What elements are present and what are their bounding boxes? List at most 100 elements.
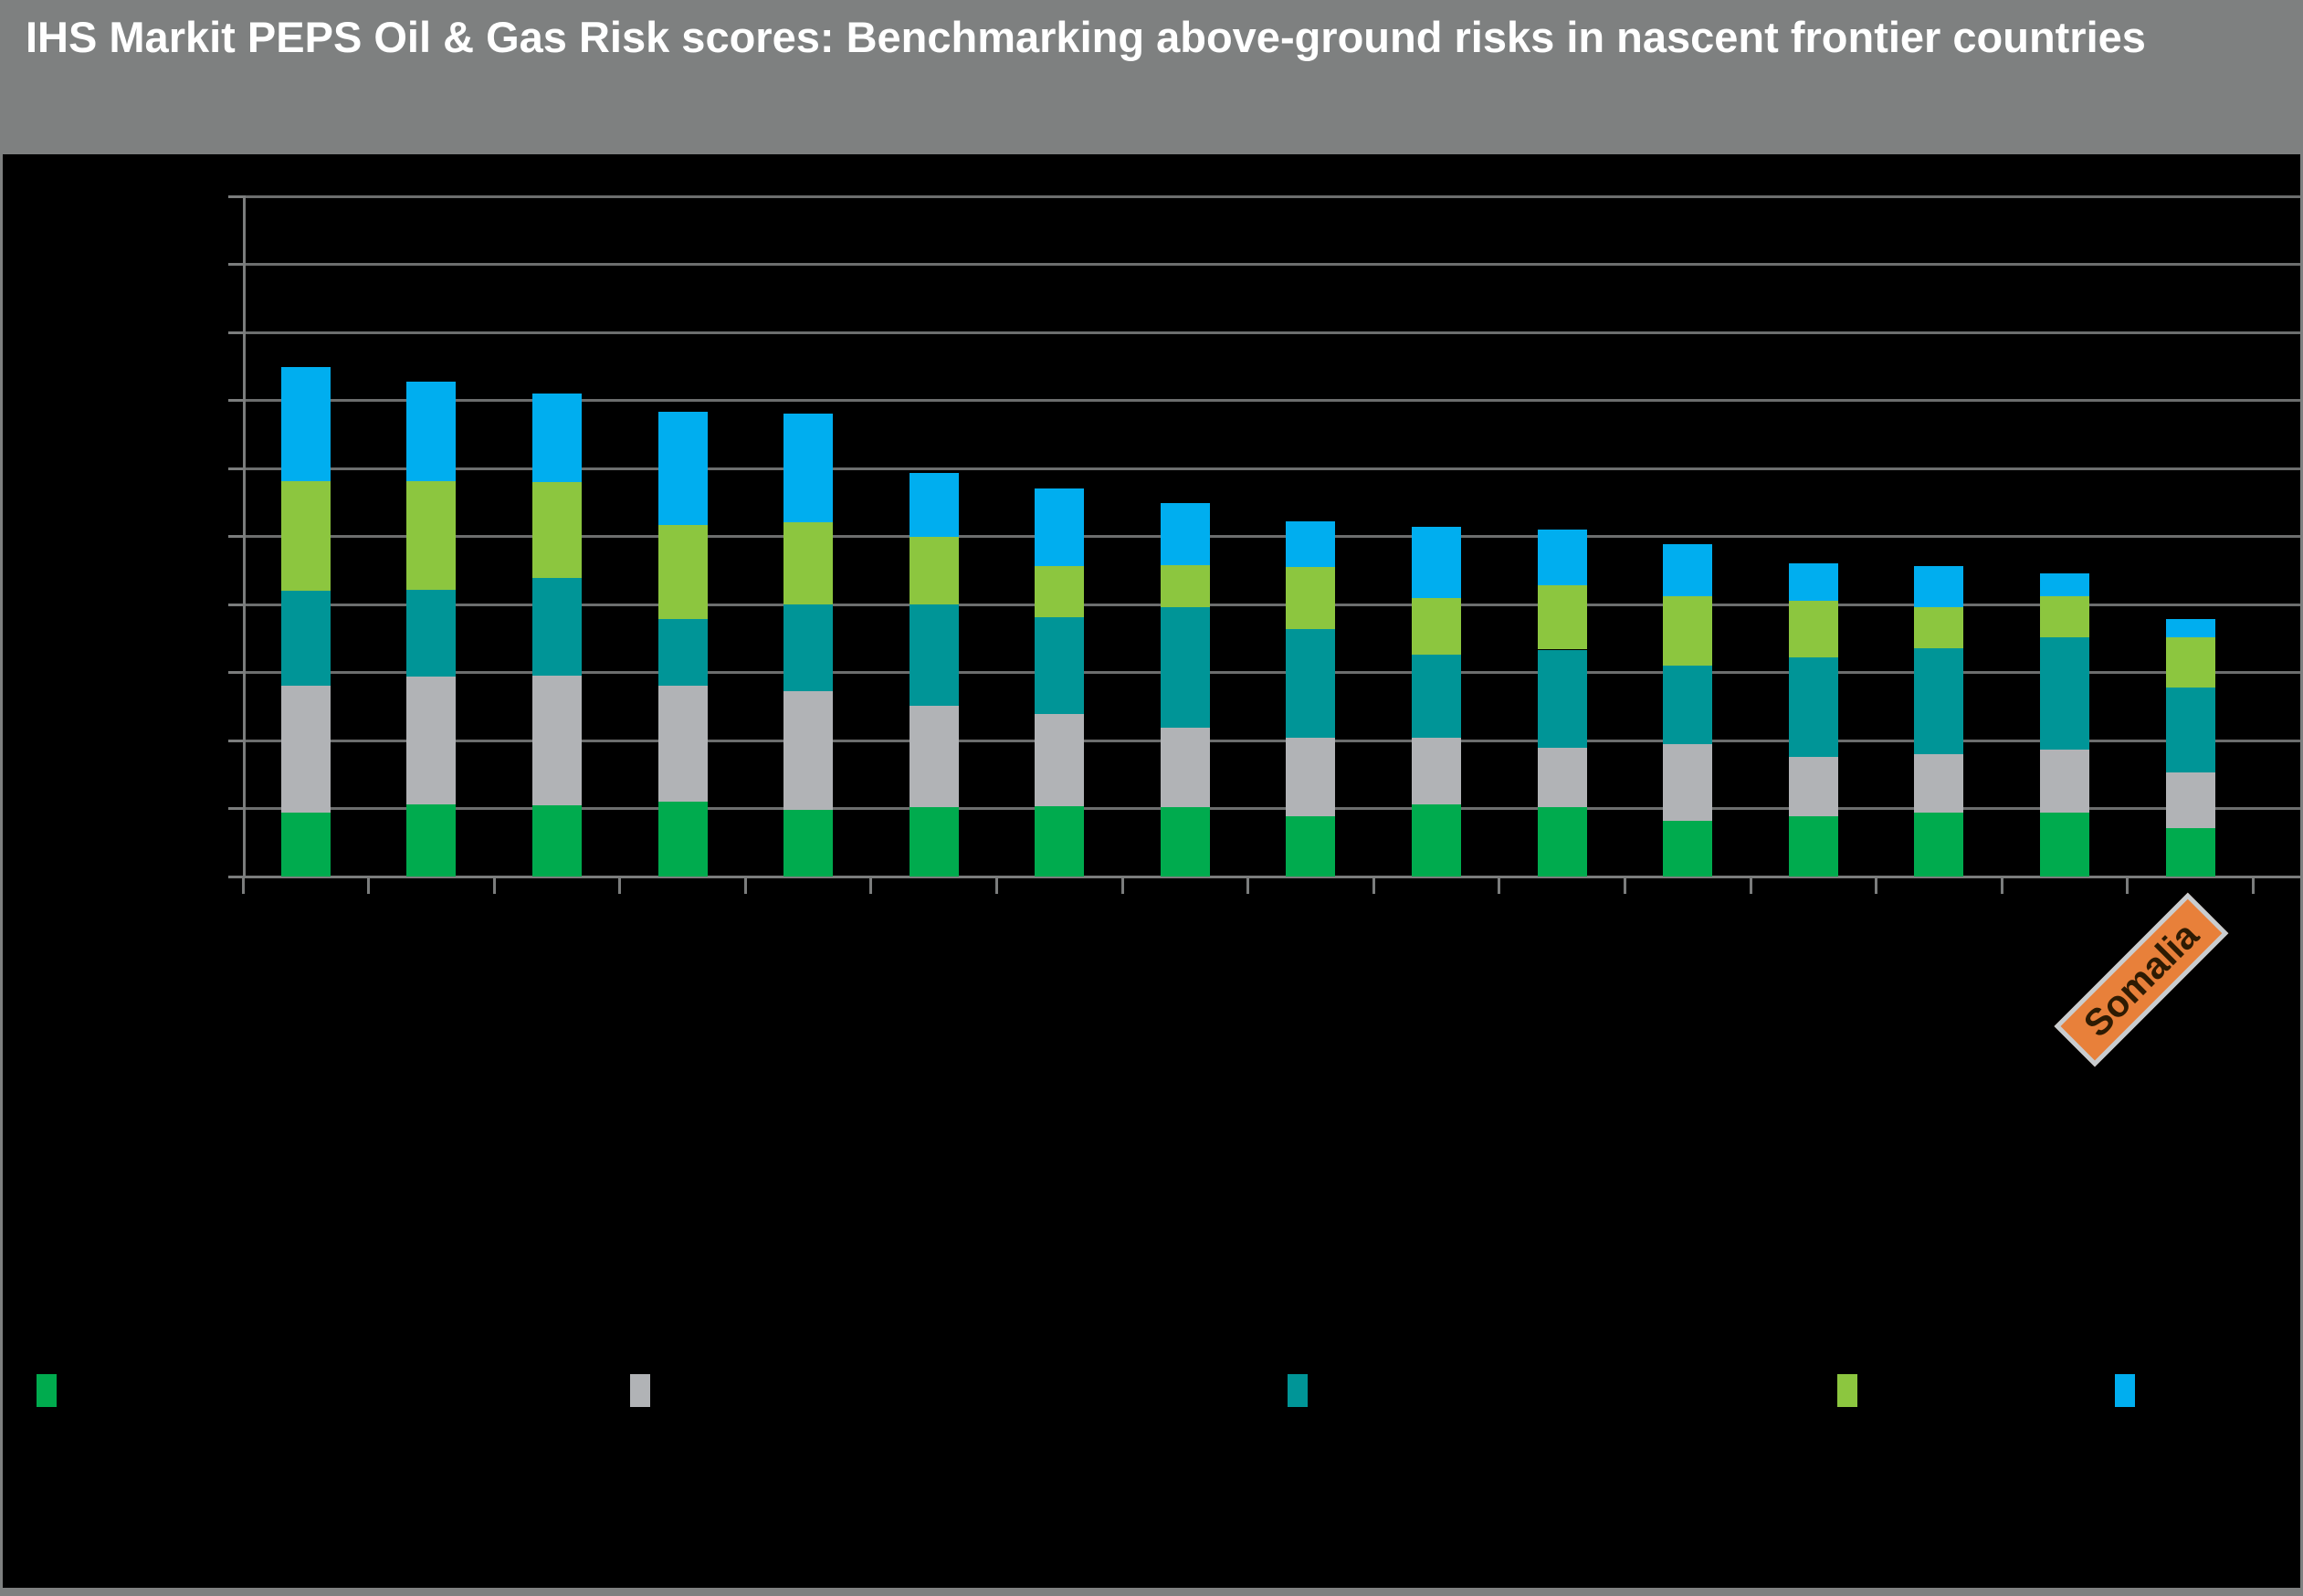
bar-segment-gray-segment[interactable] bbox=[1537, 747, 1587, 808]
bar-segment-blue-segment[interactable] bbox=[1412, 526, 1462, 598]
x-axis-tick bbox=[1498, 877, 1501, 894]
x-axis-tick bbox=[995, 877, 999, 894]
bar-segment-teal-segment[interactable] bbox=[406, 589, 457, 677]
bar-segment-gray-segment[interactable] bbox=[280, 686, 331, 813]
x-axis-tick bbox=[1623, 877, 1626, 894]
bar-segment-green-segment[interactable] bbox=[280, 812, 331, 877]
bar-segment-gray-segment[interactable] bbox=[406, 677, 457, 805]
legend-swatch[interactable] bbox=[2115, 1374, 2135, 1407]
bar-segment-blue-segment[interactable] bbox=[1286, 521, 1336, 567]
bar-segment-teal-segment[interactable] bbox=[1663, 666, 1713, 745]
bar-segment-green-segment[interactable] bbox=[1788, 816, 1838, 877]
bar-segment-blue-segment[interactable] bbox=[1663, 543, 1713, 596]
bar-segment-green-segment[interactable] bbox=[1412, 803, 1462, 877]
bar-segment-light-green-segment[interactable] bbox=[280, 480, 331, 592]
bar-segment-light-green-segment[interactable] bbox=[1286, 566, 1336, 630]
header-bar: IHS Markit PEPS Oil & Gas Risk scores: B… bbox=[0, 0, 2303, 154]
bar-segment-gray-segment[interactable] bbox=[531, 675, 582, 806]
bar-segment-blue-segment[interactable] bbox=[531, 394, 582, 483]
bar-segment-light-green-segment[interactable] bbox=[657, 525, 708, 619]
bar-segment-blue-segment[interactable] bbox=[783, 413, 834, 523]
bar-segment-gray-segment[interactable] bbox=[1914, 753, 1964, 814]
bar-segment-light-green-segment[interactable] bbox=[1412, 597, 1462, 655]
x-axis-line bbox=[243, 876, 2303, 878]
bar-segment-teal-segment[interactable] bbox=[2040, 637, 2090, 751]
bar-segment-gray-segment[interactable] bbox=[1788, 757, 1838, 817]
bar-segment-blue-segment[interactable] bbox=[1035, 488, 1085, 566]
bar-segment-gray-segment[interactable] bbox=[1160, 728, 1210, 807]
bar-segment-teal-segment[interactable] bbox=[1914, 648, 1964, 754]
bar-segment-green-segment[interactable] bbox=[909, 807, 959, 877]
y-axis-tick bbox=[228, 535, 243, 539]
bar-segment-teal-segment[interactable] bbox=[2165, 688, 2215, 772]
bar-segment-light-green-segment[interactable] bbox=[1160, 565, 1210, 607]
legend-swatch[interactable] bbox=[37, 1374, 57, 1407]
bar-segment-teal-segment[interactable] bbox=[1412, 654, 1462, 738]
bar-segment-green-segment[interactable] bbox=[1663, 821, 1713, 877]
y-axis-tick bbox=[228, 603, 243, 606]
bar-segment-blue-segment[interactable] bbox=[2040, 573, 2090, 596]
bar-segment-light-green-segment[interactable] bbox=[2040, 595, 2090, 638]
bar-segment-blue-segment[interactable] bbox=[2165, 618, 2215, 638]
bar-segment-green-segment[interactable] bbox=[1286, 816, 1336, 877]
bar-segment-teal-segment[interactable] bbox=[1537, 649, 1587, 748]
bar-segment-gray-segment[interactable] bbox=[1412, 737, 1462, 804]
bar-segment-light-green-segment[interactable] bbox=[531, 482, 582, 579]
bar-segment-teal-segment[interactable] bbox=[783, 604, 834, 691]
bar-segment-blue-segment[interactable] bbox=[406, 381, 457, 482]
legend-swatch[interactable] bbox=[630, 1374, 650, 1407]
bar-segment-blue-segment[interactable] bbox=[1914, 565, 1964, 608]
gridline bbox=[245, 739, 2300, 742]
x-axis-tick bbox=[743, 877, 747, 894]
bar-segment-light-green-segment[interactable] bbox=[783, 522, 834, 604]
bar-segment-gray-segment[interactable] bbox=[783, 690, 834, 810]
bar-segment-blue-segment[interactable] bbox=[1160, 503, 1210, 566]
bar-segment-light-green-segment[interactable] bbox=[1537, 585, 1587, 650]
legend-swatch[interactable] bbox=[1837, 1374, 1857, 1407]
bar-segment-green-segment[interactable] bbox=[406, 804, 457, 877]
bar-segment-light-green-segment[interactable] bbox=[2165, 637, 2215, 688]
bar-segment-light-green-segment[interactable] bbox=[909, 536, 959, 604]
gridline bbox=[245, 467, 2300, 470]
bar-segment-gray-segment[interactable] bbox=[1663, 744, 1713, 822]
bar-segment-gray-segment[interactable] bbox=[657, 686, 708, 803]
bar-segment-green-segment[interactable] bbox=[783, 809, 834, 877]
bar-segment-teal-segment[interactable] bbox=[531, 578, 582, 676]
bar-segment-gray-segment[interactable] bbox=[1286, 737, 1336, 817]
bottom-border bbox=[0, 1588, 2303, 1596]
bar-segment-teal-segment[interactable] bbox=[1160, 606, 1210, 729]
bar-segment-blue-segment[interactable] bbox=[909, 473, 959, 537]
x-axis-tick bbox=[1875, 877, 1878, 894]
bar-segment-gray-segment[interactable] bbox=[1035, 714, 1085, 806]
bar-segment-light-green-segment[interactable] bbox=[1914, 607, 1964, 648]
bar-segment-light-green-segment[interactable] bbox=[1663, 595, 1713, 667]
bar-segment-teal-segment[interactable] bbox=[1035, 616, 1085, 715]
bar-segment-green-segment[interactable] bbox=[1537, 807, 1587, 877]
bar-segment-teal-segment[interactable] bbox=[909, 604, 959, 707]
bar-segment-light-green-segment[interactable] bbox=[1788, 600, 1838, 658]
bar-segment-gray-segment[interactable] bbox=[2040, 750, 2090, 813]
bar-segment-light-green-segment[interactable] bbox=[1035, 565, 1085, 617]
bar-segment-green-segment[interactable] bbox=[657, 802, 708, 877]
bar-segment-green-segment[interactable] bbox=[2165, 827, 2215, 877]
bar-segment-green-segment[interactable] bbox=[1914, 813, 1964, 877]
bar-segment-teal-segment[interactable] bbox=[657, 618, 708, 686]
bar-segment-green-segment[interactable] bbox=[1035, 805, 1085, 877]
bar-segment-gray-segment[interactable] bbox=[2165, 772, 2215, 828]
bar-segment-blue-segment[interactable] bbox=[1537, 529, 1587, 586]
bar-segment-green-segment[interactable] bbox=[2040, 812, 2090, 877]
y-axis-tick bbox=[228, 399, 243, 403]
bar-segment-teal-segment[interactable] bbox=[1286, 629, 1336, 738]
bar-segment-teal-segment[interactable] bbox=[280, 591, 331, 686]
bar-segment-blue-segment[interactable] bbox=[657, 412, 708, 526]
bar-segment-green-segment[interactable] bbox=[1160, 806, 1210, 877]
legend-swatch[interactable] bbox=[1288, 1374, 1308, 1407]
bar-segment-green-segment[interactable] bbox=[531, 805, 582, 877]
gridline bbox=[245, 671, 2300, 675]
bar-segment-teal-segment[interactable] bbox=[1788, 657, 1838, 758]
x-axis-tick bbox=[1120, 877, 1124, 894]
bar-segment-gray-segment[interactable] bbox=[909, 706, 959, 808]
bar-segment-blue-segment[interactable] bbox=[280, 367, 331, 481]
bar-segment-light-green-segment[interactable] bbox=[406, 481, 457, 590]
bar-segment-blue-segment[interactable] bbox=[1788, 562, 1838, 601]
